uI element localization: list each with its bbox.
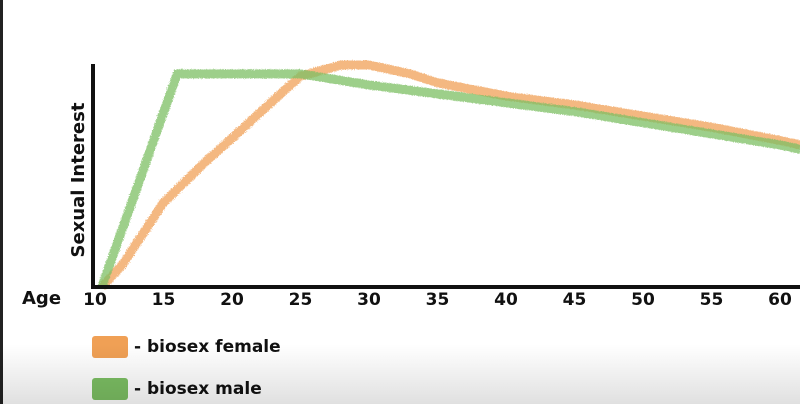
- x-tick-label: 60: [768, 290, 792, 310]
- legend-swatch-male: [92, 378, 128, 400]
- x-tick-label: 30: [357, 290, 381, 310]
- legend-item-female: - biosex female: [92, 336, 281, 358]
- x-tick-label: 50: [631, 290, 655, 310]
- legend-swatch-female: [92, 336, 128, 358]
- left-edge-bar: [0, 0, 3, 404]
- x-tick-label: 25: [289, 290, 313, 310]
- x-tick-label: 10: [83, 290, 107, 310]
- legend-label-male: - biosex male: [134, 379, 262, 399]
- y-axis-label: Sexual Interest: [68, 102, 89, 257]
- legend-item-male: - biosex male: [92, 378, 262, 400]
- legend-label-female: - biosex female: [134, 337, 281, 357]
- x-axis-label: Age: [22, 288, 61, 309]
- x-tick-label: 15: [152, 290, 176, 310]
- x-tick-label: 35: [426, 290, 450, 310]
- x-tick-label: 40: [494, 290, 518, 310]
- x-tick-label: 45: [563, 290, 587, 310]
- x-tick-label: 55: [700, 290, 724, 310]
- x-tick-label: 20: [220, 290, 244, 310]
- series-line-male: [97, 69, 800, 289]
- series-line-female: [98, 60, 800, 291]
